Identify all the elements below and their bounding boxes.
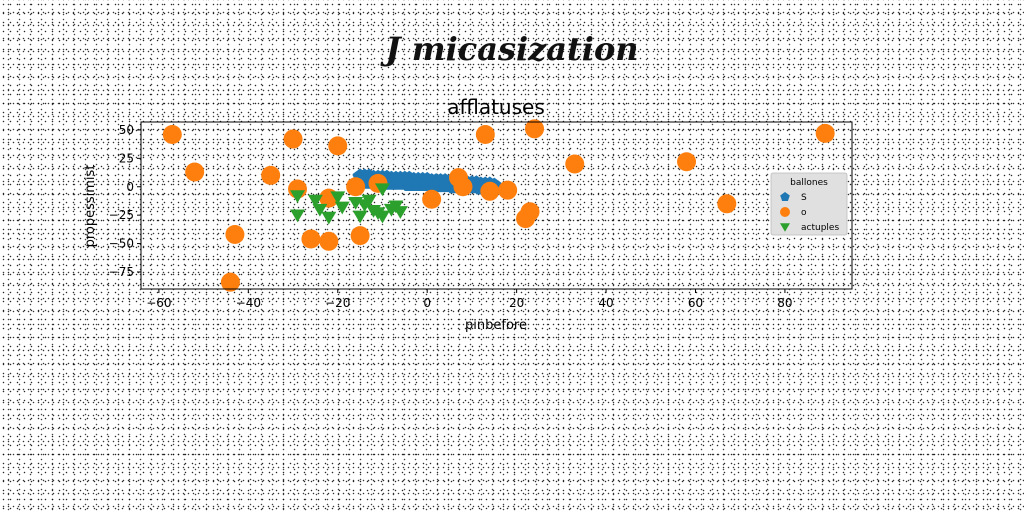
- data-point: [422, 189, 442, 209]
- y-tick-label: −50: [109, 237, 134, 251]
- legend-marker-actuples: [780, 223, 790, 232]
- data-point: [815, 123, 835, 143]
- x-tick-label: −40: [236, 296, 261, 310]
- data-point: [328, 136, 348, 156]
- data-point: [520, 202, 540, 222]
- y-tick-label: 25: [119, 151, 134, 165]
- data-point: [717, 194, 737, 214]
- data-point: [319, 231, 339, 251]
- x-axis: −60 −40 −20 0 20 40 60 80: [146, 289, 793, 310]
- legend-box: [770, 172, 848, 236]
- x-axis-label: pinbefore: [465, 318, 527, 333]
- chart-title: afflatuses: [447, 95, 545, 119]
- data-point: [225, 224, 245, 244]
- y-axis: 50 25 0 −25 −50 −75: [109, 123, 141, 279]
- y-tick-label: −75: [109, 265, 134, 279]
- x-tick-label: 20: [509, 296, 524, 310]
- legend-label: o: [801, 208, 807, 218]
- legend-title: ballones: [790, 178, 828, 188]
- data-point: [220, 272, 240, 292]
- y-tick-label: −25: [109, 208, 134, 222]
- data-point: [374, 183, 390, 197]
- data-point: [346, 177, 366, 197]
- data-point: [261, 165, 281, 185]
- data-point: [565, 154, 585, 174]
- data-point: [677, 152, 697, 172]
- x-tick-label: 80: [777, 296, 792, 310]
- x-tick-label: 0: [423, 296, 431, 310]
- x-tick-label: −60: [146, 296, 171, 310]
- legend: ballones So actuples: [770, 172, 848, 236]
- y-tick-label: 50: [119, 123, 134, 137]
- figure-title: J micasization: [385, 30, 639, 68]
- data-point: [283, 129, 303, 149]
- legend-marker-S: [780, 192, 790, 201]
- y-tick-label: 0: [126, 180, 134, 194]
- data-point: [480, 181, 500, 201]
- plot-marks: [162, 119, 835, 292]
- data-point: [162, 124, 182, 144]
- data-point: [392, 206, 408, 219]
- legend-label: S: [801, 193, 807, 203]
- data-point: [312, 203, 328, 217]
- series-o: [162, 119, 835, 292]
- data-point: [330, 191, 346, 205]
- y-axis-label: propessimist: [83, 165, 98, 248]
- data-point: [453, 177, 473, 197]
- data-point: [525, 119, 545, 139]
- data-point: [374, 210, 390, 224]
- x-tick-label: 60: [688, 296, 703, 310]
- data-point: [321, 211, 337, 225]
- plot-frame: [140, 121, 853, 290]
- data-point: [361, 194, 377, 208]
- data-point: [475, 124, 495, 144]
- series-actuples: [290, 183, 408, 225]
- data-point: [307, 194, 323, 208]
- data-point: [498, 180, 518, 200]
- data-point: [290, 190, 306, 203]
- data-point: [352, 210, 368, 224]
- data-point: [290, 209, 306, 223]
- x-tick-label: −20: [325, 296, 350, 310]
- legend-marker-o: [780, 207, 790, 217]
- data-point: [350, 226, 370, 246]
- data-point: [301, 229, 321, 249]
- data-point: [185, 162, 205, 182]
- x-tick-label: 40: [598, 296, 613, 310]
- legend-label: actuples: [801, 223, 839, 233]
- data-point: [334, 201, 350, 215]
